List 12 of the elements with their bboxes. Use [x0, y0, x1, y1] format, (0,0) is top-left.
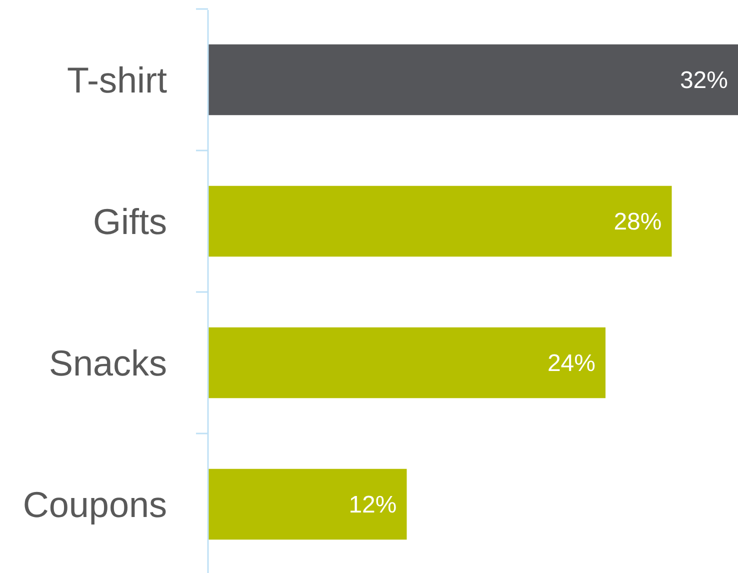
data-label: 12%	[348, 492, 397, 519]
y-tick-label: Snacks	[48, 342, 167, 384]
y-tick-label: T-shirt	[66, 59, 167, 100]
data-label: 24%	[547, 350, 596, 378]
y-tick-label: Gifts	[92, 200, 167, 242]
bar	[208, 186, 672, 257]
bar	[208, 468, 407, 540]
data-label: 32%	[680, 67, 728, 94]
y-tick-label: Coupons	[22, 484, 167, 525]
data-label: 28%	[614, 208, 662, 236]
bar	[208, 44, 738, 116]
bar	[208, 327, 606, 398]
